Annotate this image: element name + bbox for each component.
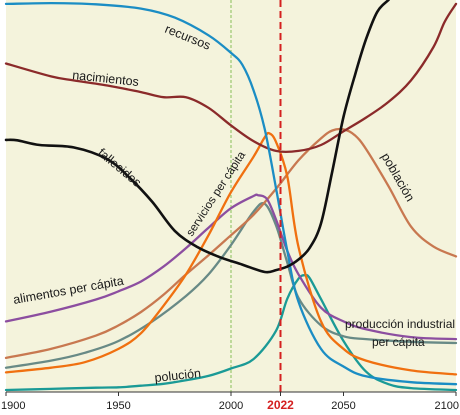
x-tick-label-2000: 2000 bbox=[219, 400, 243, 412]
label-per-capita: per cápita bbox=[372, 335, 425, 349]
series-line-produccion-industrial bbox=[4, 201, 458, 369]
series-line-servicios-per-capita bbox=[4, 131, 458, 376]
x-tick-label-1900: 1900 bbox=[1, 400, 25, 412]
series-line-recursos bbox=[4, 1, 458, 386]
series-line-alimentos-per-capita bbox=[4, 193, 458, 341]
x-tick-label-2100: 2100 bbox=[435, 400, 459, 412]
x-axis-ticks: 1900 1950 2000 2022 2050 2100 bbox=[1, 392, 459, 412]
label-produccion-industrial: producción industrial bbox=[345, 317, 455, 331]
label-polucion: polución bbox=[154, 366, 202, 385]
series-layer bbox=[4, 0, 458, 392]
series-line-polucion bbox=[4, 273, 458, 392]
series-line-fallecidos bbox=[4, 0, 390, 274]
x-tick-label-2022: 2022 bbox=[267, 398, 294, 412]
series-line-nacimientos bbox=[4, 2, 458, 154]
x-tick-label-1950: 1950 bbox=[106, 400, 130, 412]
label-nacimientos: nacimientos bbox=[72, 68, 140, 89]
x-tick-label-2050: 2050 bbox=[331, 400, 355, 412]
